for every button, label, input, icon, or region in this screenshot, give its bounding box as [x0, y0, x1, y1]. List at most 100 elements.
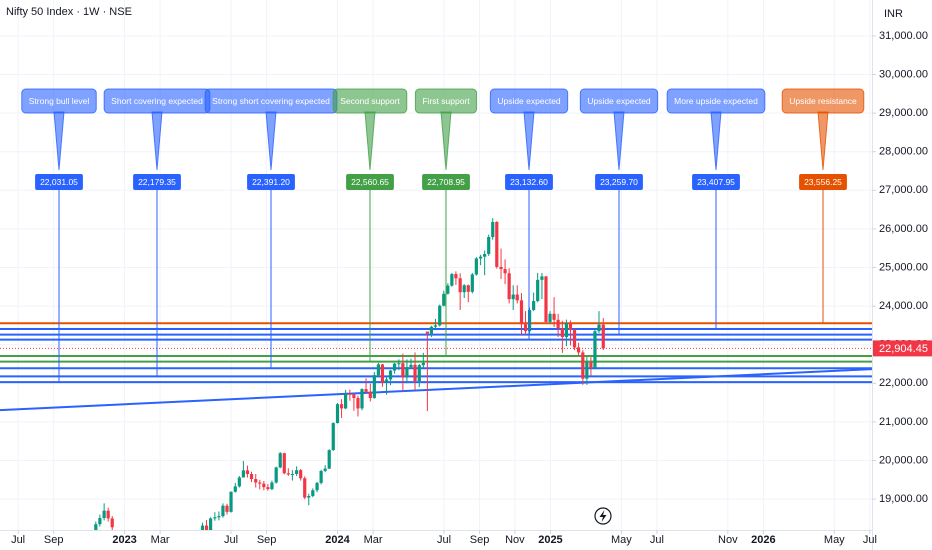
candle-body — [368, 391, 372, 398]
candle-body — [417, 365, 421, 381]
price-label-box — [595, 174, 643, 190]
callout-text: More upside expected — [674, 96, 758, 106]
candle-body — [299, 470, 303, 479]
candle-body — [429, 326, 434, 334]
candle-body — [511, 294, 515, 300]
candle-body — [352, 394, 356, 398]
callout-text: Short covering expected — [111, 96, 203, 106]
candle-body — [446, 285, 450, 294]
candle-body — [237, 477, 241, 487]
price-label: 22,179.35 — [138, 177, 176, 187]
x-tick-label: Jul — [437, 534, 451, 546]
callout-text: Strong short covering expected — [212, 96, 330, 106]
price-label: 23,556.25 — [804, 177, 842, 187]
callout-text: Upside resistance — [789, 96, 857, 106]
candle-body — [339, 404, 344, 409]
y-tick-label: 31,000.00 — [879, 30, 928, 42]
lightning-icon[interactable] — [594, 507, 612, 525]
y-tick-label: 20,000.00 — [879, 454, 928, 466]
candle-body — [560, 328, 564, 337]
callout-text: First support — [422, 96, 470, 106]
y-tick-label: 27,000.00 — [879, 184, 928, 196]
candle-body — [225, 505, 229, 512]
candle-body — [311, 490, 315, 497]
candle-body — [356, 397, 360, 409]
candle-body — [581, 352, 585, 379]
candle-body — [278, 453, 282, 468]
callout-bubble — [332, 88, 408, 114]
candle-body — [527, 309, 532, 332]
price-label-box — [133, 174, 181, 190]
price-label-box — [422, 174, 470, 190]
candle-body — [348, 393, 352, 395]
candle-body — [323, 468, 327, 471]
candle-body — [401, 363, 405, 378]
candle-body — [327, 450, 331, 469]
candle-body — [568, 323, 573, 331]
price-label: 22,031.05 — [40, 177, 78, 187]
candle-body — [507, 273, 511, 300]
candle-body — [200, 525, 205, 530]
candle-body — [572, 330, 577, 348]
x-tick-label: Sep — [470, 534, 490, 546]
candle-body — [372, 375, 376, 398]
candle-body — [462, 285, 466, 293]
candle-body — [376, 364, 380, 376]
candle-body — [380, 364, 385, 383]
x-tick-label: May — [611, 534, 632, 546]
candle-body — [556, 319, 560, 329]
candle-body — [409, 364, 413, 368]
x-tick-label: 2024 — [325, 534, 350, 546]
y-tick-label: 19,000.00 — [879, 493, 928, 505]
x-tick-label: 2023 — [112, 534, 136, 546]
candle-body — [576, 347, 581, 353]
candle-body — [515, 294, 519, 301]
candle-body — [254, 479, 258, 483]
y-tick-label: 22,000.00 — [879, 377, 928, 389]
price-label-box — [692, 174, 740, 190]
x-tick-label: Sep — [44, 534, 64, 546]
x-tick-label: Mar — [151, 534, 170, 546]
candle-body — [364, 389, 368, 392]
candle-body — [98, 518, 102, 525]
candle-body — [213, 517, 217, 519]
candle-body — [270, 482, 274, 490]
candle-body — [544, 276, 548, 322]
price-label: 23,132.60 — [510, 177, 548, 187]
candle-body — [454, 274, 458, 279]
price-label-box — [505, 174, 553, 190]
candle-body — [221, 505, 225, 517]
y-tick-label: 29,000.00 — [879, 107, 928, 119]
callout-bubble — [579, 88, 659, 114]
candle-body — [503, 269, 507, 274]
candle-body — [258, 482, 262, 484]
candle-body — [94, 524, 98, 530]
candle-body — [360, 389, 364, 409]
y-tick-label: 24,000.00 — [879, 300, 928, 312]
candle-body — [585, 362, 589, 379]
candle-body — [233, 486, 237, 492]
candle-body — [331, 423, 335, 451]
candle-body — [217, 516, 221, 518]
callout-text: Strong bull level — [29, 96, 90, 106]
x-tick-label: 2026 — [751, 534, 775, 546]
candle-body — [315, 482, 319, 491]
callout-text: Upside expected — [587, 96, 651, 106]
callout-bubble — [489, 88, 569, 114]
candle-body — [474, 258, 478, 275]
callout-text: Upside expected — [497, 96, 561, 106]
y-tick-label: 26,000.00 — [879, 223, 928, 235]
price-label: 22,708.95 — [427, 177, 465, 187]
candle-body — [106, 510, 110, 519]
y-tick-label: 21,000.00 — [879, 416, 928, 428]
candle-body — [249, 474, 254, 480]
candle-body — [274, 467, 278, 483]
y-tick-label: 30,000.00 — [879, 68, 928, 80]
last-price-label: 22,904.45 — [879, 343, 928, 355]
candles — [94, 218, 605, 530]
candle-body — [519, 300, 524, 325]
levels — [0, 322, 872, 412]
price-label: 22,560.65 — [351, 177, 389, 187]
